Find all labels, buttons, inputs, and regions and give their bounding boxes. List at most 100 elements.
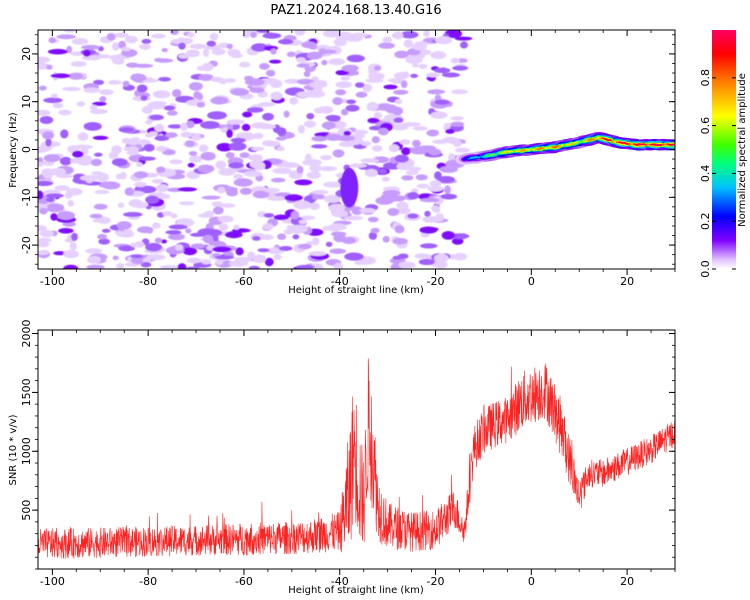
heatmap-noise-blob <box>230 53 243 59</box>
heatmap-noise-blob <box>235 247 244 256</box>
heatmap-noise-blob <box>123 212 143 217</box>
heatmap-noise-blob <box>309 164 322 173</box>
heatmap-noise-blob <box>407 191 419 200</box>
heatmap-noise-blob <box>174 244 184 251</box>
heatmap-noise-blob <box>38 225 47 232</box>
heatmap-noise-blob <box>434 94 442 101</box>
heatmap-noise-blob <box>77 133 87 141</box>
heatmap-noise-blob <box>116 230 135 237</box>
heatmap-noise-blob <box>141 38 152 44</box>
heatmap-noise-blob <box>89 104 98 110</box>
heatmap-noise-blob <box>242 111 253 118</box>
heatmap-noise-blob <box>160 265 181 269</box>
heatmap-noise-blob <box>230 137 246 143</box>
heatmap-noise-blob <box>283 110 290 118</box>
heatmap-noise-blob <box>370 227 380 234</box>
heatmap-x-axis-label: Height of straight line (km) <box>288 285 424 296</box>
heatmap-noise-blob <box>94 152 103 157</box>
heatmap-noise-blob <box>39 116 54 124</box>
heatmap-ridge-segment <box>644 143 648 146</box>
heatmap-noise-blob <box>412 126 428 131</box>
heatmap-noise-blob <box>136 84 148 93</box>
heatmap-noise-blob <box>263 213 275 218</box>
heatmap-noise-blob <box>267 196 287 201</box>
heatmap-ridge-segment <box>563 143 567 146</box>
heatmap-noise-blob <box>312 195 319 200</box>
heatmap-noise-blob <box>425 72 440 78</box>
heatmap-noise-blob <box>228 142 247 151</box>
x-tick-label: -80 <box>139 275 157 288</box>
heatmap-noise-blob <box>445 128 455 134</box>
heatmap-noise-blob <box>401 175 414 181</box>
heatmap-noise-blob <box>418 258 435 266</box>
heatmap-noise-blob <box>45 193 64 198</box>
heatmap-noise-blob <box>452 65 469 71</box>
x-tick-label: -20 <box>427 575 445 588</box>
heatmap-noise-blob <box>186 257 202 264</box>
heatmap-noise-blob <box>419 226 438 234</box>
heatmap-noise-blob <box>368 72 385 81</box>
heatmap-noise-blob <box>98 238 110 245</box>
heatmap-ridge-segment <box>541 147 545 149</box>
heatmap-noise-blob <box>83 87 101 93</box>
heatmap-noise-blob <box>359 207 377 214</box>
x-tick-label: -40 <box>331 575 349 588</box>
heatmap-noise-blob <box>329 248 347 254</box>
heatmap-noise-blob <box>133 63 154 68</box>
heatmap-noise-blob <box>70 61 87 67</box>
x-tick-label: -60 <box>235 575 253 588</box>
heatmap-noise-blob <box>344 215 364 221</box>
heatmap-noise-blob <box>38 61 45 66</box>
heatmap-noise-blob <box>67 200 75 207</box>
heatmap-noise-blob <box>230 88 250 96</box>
y-tick-label: 1500 <box>20 378 33 406</box>
heatmap-ridge-segment <box>522 148 526 151</box>
x-tick-label: 20 <box>620 275 634 288</box>
heatmap-noise-blob <box>407 213 419 219</box>
heatmap-noise-blob <box>270 48 277 55</box>
heatmap-noise-blob <box>263 187 280 193</box>
heatmap-noise-blob <box>325 241 333 247</box>
heatmap-noise-blob <box>403 39 413 48</box>
heatmap-noise-blob <box>98 216 111 224</box>
heatmap-noise-blob <box>306 113 315 120</box>
heatmap-noise-blob <box>218 223 229 231</box>
heatmap-noise-blob <box>276 146 285 152</box>
heatmap-noise-blob <box>392 238 408 245</box>
heatmap-ridge-segment <box>462 158 466 160</box>
heatmap-noise-blob <box>185 140 195 147</box>
heatmap-ridge-segment <box>613 140 617 143</box>
heatmap-noise-blob <box>275 136 287 141</box>
heatmap-ridge-segment <box>474 156 478 159</box>
heatmap-noise-blob <box>185 49 200 58</box>
heatmap-noise-blob <box>325 114 341 121</box>
heatmap-noise-blob <box>137 260 144 265</box>
heatmap-noise-blob <box>144 133 154 138</box>
heatmap-noise-blob <box>111 145 122 155</box>
heatmap-noise-blob <box>198 144 209 153</box>
heatmap-noise-blob <box>294 179 313 186</box>
heatmap-noise-blob <box>56 34 76 40</box>
y-tick-label: 10 <box>20 95 33 109</box>
heatmap-noise-blob <box>262 112 274 121</box>
heatmap-noise-blob <box>299 215 315 221</box>
x-tick-label: 0 <box>528 275 535 288</box>
heatmap-noise-blob <box>375 196 394 205</box>
heatmap-noise-blob <box>94 189 110 195</box>
heatmap-ridge-segment <box>486 155 490 157</box>
heatmap-noise-blob <box>450 121 465 127</box>
heatmap-noise-blob <box>151 179 164 184</box>
heatmap-ridge-segment <box>577 141 581 143</box>
heatmap-noise-blob <box>89 213 103 219</box>
heatmap-noise-blob <box>320 154 333 161</box>
heatmap-noise-blob <box>292 234 300 240</box>
heatmap-noise-blob <box>99 89 114 96</box>
heatmap-noise-blob <box>433 67 451 73</box>
heatmap-noise-blob <box>114 32 129 38</box>
heatmap-ridge-segment <box>489 154 493 157</box>
heatmap-noise-blob <box>378 42 395 49</box>
heatmap-noise-blob <box>309 81 328 89</box>
heatmap-noise-blob <box>252 254 267 264</box>
heatmap-ridge-segment <box>599 137 603 140</box>
heatmap-noise-blob <box>145 120 153 125</box>
